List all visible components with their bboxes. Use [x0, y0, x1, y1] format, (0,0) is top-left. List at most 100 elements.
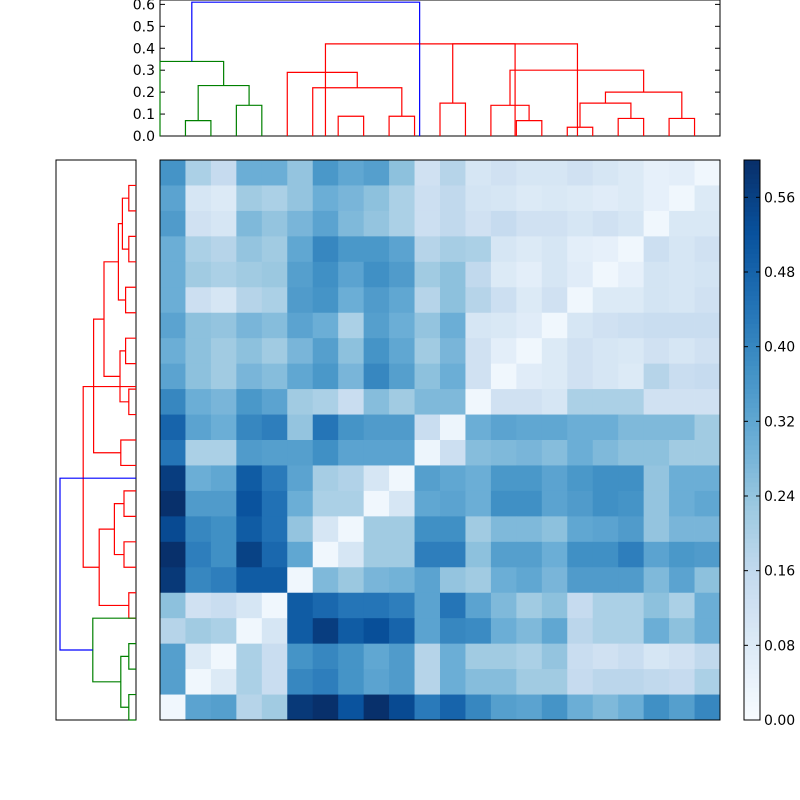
heatmap-cell	[465, 287, 492, 314]
heatmap-cell	[643, 669, 670, 695]
colorbar-swatch	[744, 351, 760, 357]
heatmap-cell	[185, 312, 212, 339]
heatmap-cell	[541, 287, 568, 314]
top-dendrogram-link	[566, 126, 594, 136]
heatmap-cell	[618, 541, 645, 568]
top-dendrogram-link	[617, 117, 645, 136]
heatmap-cell	[618, 669, 645, 695]
heatmap-cell	[261, 643, 288, 670]
top-dendrogram-link	[324, 43, 516, 136]
heatmap-cell	[185, 541, 212, 568]
heatmap-cell	[516, 185, 543, 212]
heatmap-cell	[618, 643, 645, 670]
left-dendrogram-link	[124, 286, 136, 314]
heatmap-cell	[312, 592, 339, 619]
heatmap-cell	[210, 160, 237, 186]
heatmap-cell	[567, 312, 594, 339]
heatmap-cell	[312, 567, 339, 594]
heatmap-cell	[643, 592, 670, 619]
colorbar-swatch	[744, 211, 760, 217]
heatmap-cell	[669, 567, 695, 594]
colorbar-swatch	[744, 295, 760, 301]
heatmap-cell	[236, 592, 263, 619]
heatmap-cell	[389, 669, 415, 695]
heatmap-cell	[567, 236, 594, 263]
heatmap-cell	[160, 694, 186, 721]
heatmap-cell	[440, 465, 466, 492]
heatmap-cell	[185, 287, 212, 314]
heatmap-cell	[618, 516, 645, 543]
heatmap-cell	[338, 669, 365, 695]
heatmap-cell	[312, 669, 339, 695]
heatmap-cell	[440, 160, 466, 186]
heatmap-cell	[363, 363, 390, 390]
heatmap-cell	[592, 338, 619, 365]
heatmap-cell	[160, 643, 186, 670]
left-dendrogram-link	[128, 643, 136, 670]
colorbar-swatch	[744, 682, 760, 688]
colorbar-swatch	[744, 225, 760, 231]
colorbar-swatch	[744, 589, 760, 595]
heatmap-cell	[287, 185, 314, 212]
heatmap-cell	[567, 643, 594, 670]
heatmap-cell	[490, 287, 517, 314]
heatmap-cell	[618, 465, 645, 492]
colorbar-swatch	[744, 612, 760, 618]
heatmap-cell	[440, 287, 466, 314]
heatmap-cell	[287, 490, 314, 517]
heatmap-cell	[338, 363, 365, 390]
heatmap-cell	[287, 643, 314, 670]
heatmap-cell	[694, 440, 721, 466]
heatmap-cell	[541, 236, 568, 263]
left-dendrogram-link	[92, 617, 136, 683]
heatmap-cell	[261, 490, 288, 517]
colorbar-swatch	[744, 580, 760, 586]
heatmap-cell	[210, 592, 237, 619]
heatmap-cell	[541, 261, 568, 288]
heatmap-cell	[287, 363, 314, 390]
colorbar-swatch	[744, 164, 760, 170]
heatmap-cell	[287, 440, 314, 466]
heatmap-cell	[440, 261, 466, 288]
heatmap-cell	[210, 414, 237, 441]
colorbar-swatch	[744, 687, 760, 693]
colorbar-swatch	[744, 715, 760, 721]
colorbar-swatch	[744, 360, 760, 366]
heatmap-cell	[694, 465, 721, 492]
heatmap-cell	[363, 185, 390, 212]
heatmap-cell	[363, 465, 390, 492]
heatmap-cell	[567, 567, 594, 594]
colorbar-swatch	[744, 608, 760, 614]
heatmap-cell	[389, 261, 415, 288]
heatmap-cell	[185, 592, 212, 619]
top-dendrogram-ytick-label: 0.0	[133, 129, 155, 145]
heatmap-cell	[516, 363, 543, 390]
heatmap-cell	[414, 465, 441, 492]
heatmap-cell	[185, 338, 212, 365]
heatmap-cell	[312, 643, 339, 670]
heatmap-cell	[389, 643, 415, 670]
heatmap-cell	[567, 210, 594, 237]
heatmap-cell	[338, 389, 365, 415]
colorbar-swatch	[744, 659, 760, 665]
heatmap-cell	[414, 210, 441, 237]
heatmap-cell	[236, 643, 263, 670]
heatmap-cell	[465, 185, 492, 212]
heatmap-cell	[210, 694, 237, 721]
colorbar-swatch	[744, 594, 760, 600]
left-dendrogram-link	[120, 655, 129, 708]
heatmap-cell	[185, 516, 212, 543]
heatmap-cell	[160, 338, 186, 365]
heatmap-cell	[516, 312, 543, 339]
heatmap-cell	[643, 261, 670, 288]
heatmap-cell	[312, 236, 339, 263]
heatmap-cell	[414, 669, 441, 695]
top-dendrogram-ytick-label: 0.4	[133, 41, 155, 57]
heatmap-cell	[287, 312, 314, 339]
top-dendrogram-link	[668, 117, 696, 136]
heatmap-cell	[287, 261, 314, 288]
heatmap-cell	[261, 363, 288, 390]
colorbar-swatch	[744, 566, 760, 572]
heatmap-cell	[490, 490, 517, 517]
colorbar-swatch	[744, 570, 760, 576]
